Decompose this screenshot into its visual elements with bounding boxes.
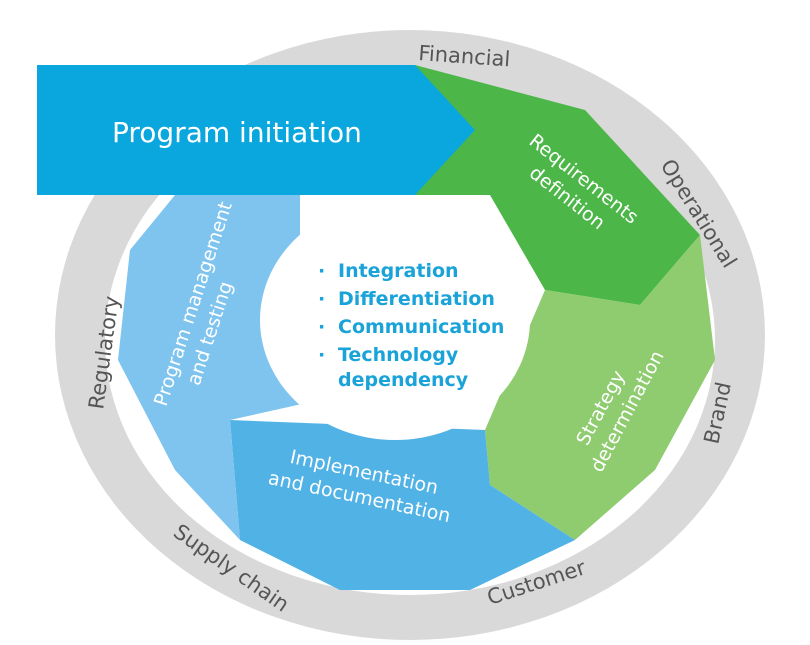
- core-circle: [260, 200, 530, 440]
- core-item-communication: Communication: [338, 316, 504, 338]
- core-item-technology: Technology: [338, 344, 459, 366]
- core-bullet: ·: [318, 344, 325, 366]
- core-item-integration: Integration: [338, 260, 459, 282]
- core-list: · Integration · Differentiation · Commun…: [318, 260, 504, 391]
- core-item-differentiation: Differentiation: [338, 288, 495, 310]
- program-initiation-banner[interactable]: [37, 65, 475, 195]
- core-bullet: ·: [318, 260, 325, 282]
- core-bullet: ·: [318, 288, 325, 310]
- segment-strategy[interactable]: [485, 235, 715, 540]
- core-bullet: ·: [318, 316, 325, 338]
- core-item-dependency: dependency: [338, 369, 469, 391]
- segment-implementation[interactable]: [230, 420, 575, 590]
- banner-label: Program initiation: [112, 116, 362, 149]
- segment-requirements[interactable]: [415, 65, 700, 305]
